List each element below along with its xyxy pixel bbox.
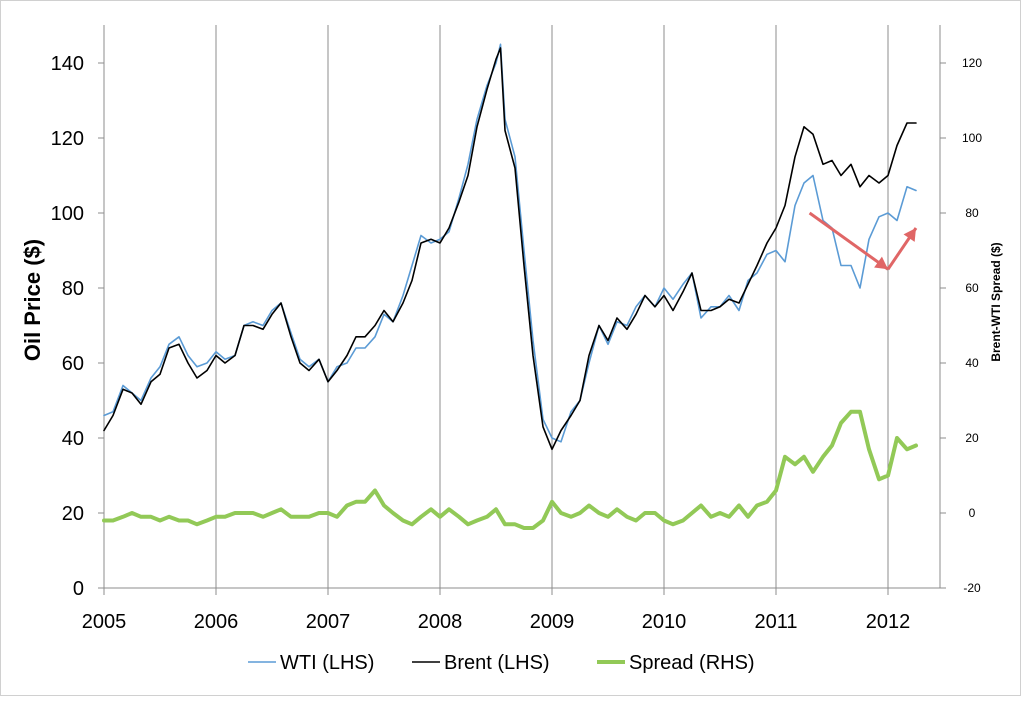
right-tick-label: -20 xyxy=(963,581,981,595)
x-tick-label: 2010 xyxy=(642,611,687,633)
right-tick-label: 120 xyxy=(962,56,982,70)
x-tick-label: 2006 xyxy=(194,611,239,633)
tick-labels: 2005 2006 2007 2008 2009 2010 2011 201202040608… xyxy=(51,53,983,633)
x-tick-label: 2009 xyxy=(530,611,575,633)
x-tick-label: 2005 xyxy=(82,611,127,633)
x-tick-label: 2007 xyxy=(306,611,351,633)
right-tick-label: 60 xyxy=(965,281,979,295)
right-tick-label: 20 xyxy=(965,431,979,445)
trend-arrow-head xyxy=(903,228,916,242)
legend-label: WTI (LHS) xyxy=(280,652,374,674)
left-tick-label: 20 xyxy=(62,503,84,525)
vertical-gridlines xyxy=(215,25,889,588)
series-line-spread-rhs xyxy=(102,409,918,530)
series-line-brent-lhs xyxy=(103,47,917,451)
right-tick-label: 80 xyxy=(965,206,979,220)
right-tick-label: 100 xyxy=(962,131,982,145)
right-tick-label: 0 xyxy=(969,506,976,520)
trend-arrows xyxy=(808,211,918,271)
x-tick-label: 2012 xyxy=(866,611,911,633)
legend-label: Spread (RHS) xyxy=(629,652,755,674)
x-tick-label: 2008 xyxy=(418,611,463,633)
legend: WTI (LHS) Brent (LHS) Spread (RHS) xyxy=(248,652,755,674)
left-tick-label: 0 xyxy=(73,578,84,600)
left-tick-label: 100 xyxy=(51,203,84,225)
left-tick-label: 120 xyxy=(51,128,84,150)
left-tick-label: 80 xyxy=(62,278,84,300)
left-tick-label: 40 xyxy=(62,428,84,450)
right-axis-title: Brent-WTI Spread ($) xyxy=(989,242,1003,361)
right-tick-label: 40 xyxy=(965,356,979,370)
legend-label: Brent (LHS) xyxy=(444,652,550,674)
x-tick-label: 2011 xyxy=(754,611,797,633)
left-axis-title: Oil Price ($) xyxy=(20,239,45,361)
left-tick-label: 140 xyxy=(51,53,84,75)
trend-arrow-head xyxy=(874,256,888,270)
axes xyxy=(98,25,946,595)
trend-arrow-shaft xyxy=(808,211,889,271)
series-lines xyxy=(102,43,918,530)
left-tick-label: 60 xyxy=(62,353,84,375)
